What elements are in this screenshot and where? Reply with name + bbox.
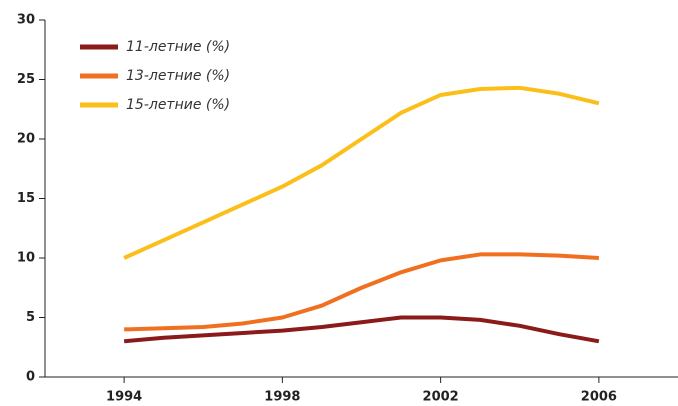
- x-tick-label: 1998: [264, 390, 300, 405]
- legend-label: 11-летние (%): [126, 39, 230, 55]
- series-line: [123, 85, 600, 260]
- x-tick-label: 2002: [423, 390, 459, 405]
- legend-label: 15-летние (%): [126, 97, 230, 113]
- x-tick-label: 2006: [581, 390, 617, 405]
- y-tick-label: 10: [17, 251, 35, 266]
- y-tick-label: 30: [17, 13, 35, 28]
- y-tick-label: 0: [26, 370, 35, 385]
- y-tick-label: 20: [17, 132, 35, 147]
- y-tick-label: 25: [17, 72, 35, 87]
- y-tick-label: 5: [26, 310, 35, 325]
- series-line: [124, 252, 599, 332]
- y-tick-label: 15: [17, 191, 35, 206]
- x-tick-label: 1994: [106, 390, 142, 405]
- series-line: [123, 315, 600, 344]
- legend-label: 13-летние (%): [126, 68, 230, 84]
